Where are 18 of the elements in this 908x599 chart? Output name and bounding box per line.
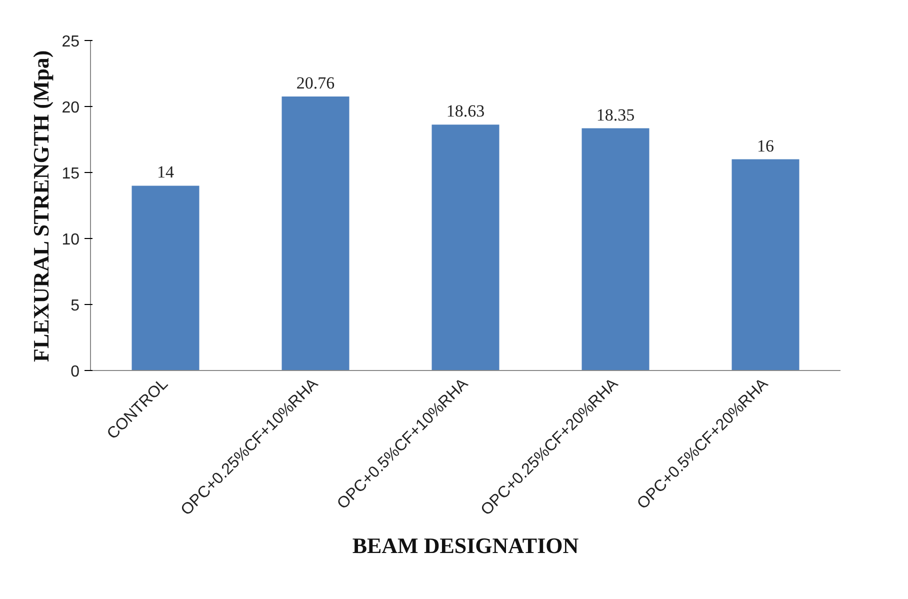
data-label: 20.76 xyxy=(296,73,335,92)
x-axis-title: BEAM DESIGNATION xyxy=(352,532,579,558)
data-label: 16 xyxy=(757,136,774,156)
bar xyxy=(582,128,650,370)
y-tick-label: 25 xyxy=(62,34,80,50)
y-tick-label: 5 xyxy=(70,298,80,314)
y-tick-label: 20 xyxy=(62,100,80,116)
bar xyxy=(432,124,500,370)
y-tick-label: 0 xyxy=(70,364,80,380)
y-tick-label: 15 xyxy=(62,166,80,182)
data-label: 18.35 xyxy=(596,105,635,124)
bar xyxy=(732,159,800,370)
bar xyxy=(282,96,350,370)
y-tick-label: 10 xyxy=(62,232,80,248)
bar xyxy=(132,186,200,370)
y-axis-title: FLEXURAL STRENGTH (Mpa) xyxy=(28,50,54,362)
data-label: 18.63 xyxy=(446,102,485,121)
data-label: 14 xyxy=(157,162,174,182)
